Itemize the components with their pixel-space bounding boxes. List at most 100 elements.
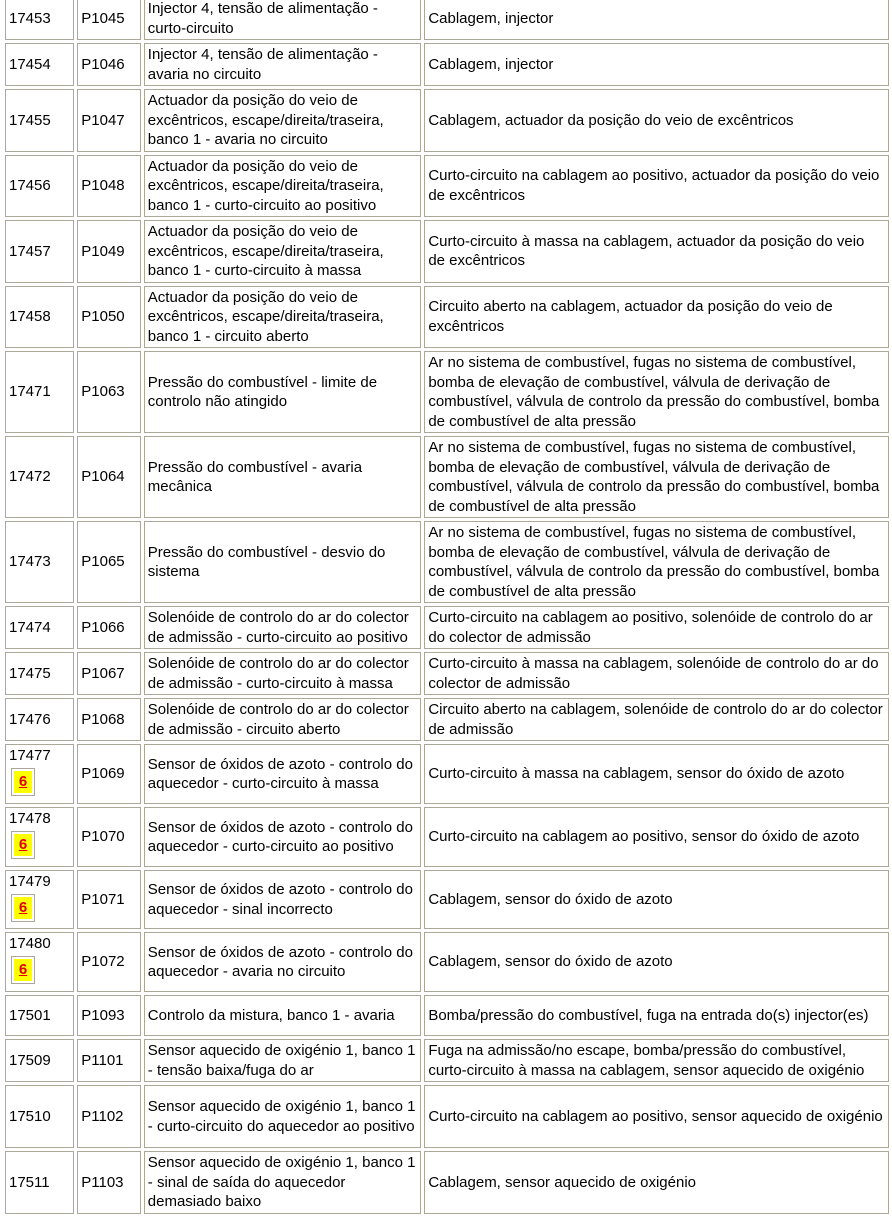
fault-code-cell-text: 17457 <box>9 242 51 260</box>
possible-cause-cell-text: Curto-circuito à massa na cablagem, sole… <box>428 655 879 692</box>
fault-code-cell: 17509 <box>5 1039 75 1082</box>
fault-description-cell-text: Solenóide de controlo do ar do colector … <box>147 701 409 738</box>
fault-code-cell-text: 17511 <box>9 1173 50 1191</box>
obd-code-cell-text: P1069 <box>81 765 125 783</box>
obd-code-cell-text: P1067 <box>81 664 125 682</box>
fault-code-cell-text: 17472 <box>9 468 51 486</box>
obd-code-cell: P1050 <box>77 285 141 348</box>
fault-description-cell-text: Sensor de óxidos de azoto - controlo do … <box>147 755 413 793</box>
possible-cause-cell: Curto-circuito à massa na cablagem, sole… <box>424 652 889 695</box>
possible-cause-cell: Cablagem, injector <box>424 43 889 86</box>
table-row: 17472 P1064 Pressão do combustível - avari… <box>5 436 889 518</box>
note-badge-link[interactable]: 6 <box>11 955 35 984</box>
possible-cause-cell: Curto-circuito na cablagem ao positivo, … <box>424 606 889 649</box>
possible-cause-cell: Cablagem, injector <box>424 0 889 40</box>
obd-code-cell: P1046 <box>77 43 141 86</box>
possible-cause-cell-text: Cablagem, sensor do óxido de azoto <box>428 953 673 971</box>
fault-description-cell: Sensor aquecido de oxigénio 1, banco 1 -… <box>143 1151 422 1214</box>
fault-description-cell: Sensor de óxidos de azoto - controlo do … <box>143 932 422 992</box>
table-row: 17454 P1046 Injector 4, tensão de alimenta… <box>5 43 889 86</box>
fault-description-cell: Injector 4, tensão de alimentação - curt… <box>143 0 422 40</box>
obd-code-cell: P1063 <box>77 351 141 433</box>
fault-description-cell-text: Solenóide de controlo do ar do colector … <box>147 609 409 646</box>
obd-code-cell: P1093 <box>77 995 141 1036</box>
note-badge-link[interactable]: 6 <box>11 893 35 922</box>
obd-code-cell-text: P1070 <box>81 828 125 846</box>
fault-code-cell: 17501 <box>5 995 75 1036</box>
fault-code-cell: 17511 <box>5 1151 75 1214</box>
note-badge-number[interactable]: 6 <box>14 833 32 856</box>
possible-cause-cell-text: Curto-circuito na cablagem ao positivo, … <box>428 1107 883 1125</box>
fault-description-cell-text: Pressão do combustível - avaria mecânica <box>147 458 363 496</box>
note-badge-number[interactable]: 6 <box>14 770 32 793</box>
fault-description-cell-text: Pressão do combustível - desvio do siste… <box>147 543 386 581</box>
fault-description-cell: Actuador da posição do veio de excêntric… <box>143 220 422 283</box>
obd-code-cell: P1066 <box>77 606 141 649</box>
obd-code-cell: P1068 <box>77 698 141 741</box>
fault-description-cell-text: Actuador da posição do veio de excêntric… <box>147 92 384 148</box>
obd-code-cell: P1072 <box>77 932 141 992</box>
possible-cause-cell: Curto-circuito na cablagem ao positivo, … <box>424 1085 889 1148</box>
fault-description-cell-text: Sensor de óxidos de azoto - controlo do … <box>147 818 413 856</box>
possible-cause-cell: Fuga na admissão/no escape, bomba/pressã… <box>424 1039 889 1082</box>
fault-code-cell: 17456 <box>5 154 75 217</box>
possible-cause-cell-text: Ar no sistema de combustível, fugas no s… <box>428 524 880 600</box>
fault-description-cell: Sensor aquecido de oxigénio 1, banco 1 -… <box>143 1085 422 1148</box>
fault-description-cell-text: Sensor aquecido de oxigénio 1, banco 1 -… <box>147 1098 416 1135</box>
table-row: 17474 P1066 Solenóide de controlo do ar do… <box>5 606 889 649</box>
note-badge-link[interactable]: 6 <box>11 830 35 859</box>
possible-cause-cell-text: Curto-circuito à massa na cablagem, sens… <box>428 765 845 783</box>
obd-code-cell-text: P1103 <box>81 1173 124 1191</box>
fault-code-cell-text: 17478 <box>9 810 51 827</box>
possible-cause-cell-text: Curto-circuito na cablagem ao positivo, … <box>428 167 880 204</box>
table-row: 17471 P1063 Pressão do combustível - limit… <box>5 351 889 433</box>
possible-cause-cell-text: Ar no sistema de combustível, fugas no s… <box>428 439 880 515</box>
fault-description-cell-text: Actuador da posição do veio de excêntric… <box>147 223 384 279</box>
obd-code-cell-text: P1102 <box>81 1107 124 1125</box>
possible-cause-cell-text: Bomba/pressão do combustível, fuga na en… <box>428 1006 869 1024</box>
obd-code-cell-text: P1050 <box>81 308 125 325</box>
obd-code-cell: P1047 <box>77 89 141 152</box>
possible-cause-cell-text: Circuito aberto na cablagem, actuador da… <box>428 298 833 335</box>
obd-code-cell-text: P1046 <box>81 55 125 73</box>
obd-code-cell: P1049 <box>77 220 141 283</box>
possible-cause-cell-text: Cablagem, sensor do óxido de azoto <box>428 890 673 908</box>
note-badge-number[interactable]: 6 <box>14 896 32 919</box>
possible-cause-cell: Curto-circuito à massa na cablagem, actu… <box>424 220 889 283</box>
fault-code-cell: 17474 <box>5 606 75 649</box>
possible-cause-cell: Cablagem, sensor aquecido de oxigénio <box>424 1151 889 1214</box>
fault-code-cell-text: 17455 <box>9 111 51 129</box>
fault-description-cell: Sensor de óxidos de azoto - controlo do … <box>143 870 422 929</box>
fault-code-cell-text: 17474 <box>9 618 51 636</box>
fault-description-cell: Actuador da posição do veio de excêntric… <box>143 89 422 152</box>
table-row: 17457 P1049 Actuador da posição do veio de… <box>5 220 889 283</box>
obd-code-cell-text: P1072 <box>81 953 125 971</box>
obd-code-cell: P1065 <box>77 521 141 603</box>
possible-cause-cell: Circuito aberto na cablagem, solenóide d… <box>424 698 889 741</box>
fault-description-cell-text: Actuador da posição do veio de excêntric… <box>147 288 384 345</box>
possible-cause-cell: Curto-circuito à massa na cablagem, sens… <box>424 744 889 804</box>
possible-cause-cell: Ar no sistema de combustível, fugas no s… <box>424 521 889 603</box>
fault-code-cell-text: 17476 <box>9 710 51 728</box>
obd-code-cell: P1070 <box>77 807 141 867</box>
obd-code-cell-text: P1064 <box>81 468 125 486</box>
table-row: 17480 6 P1072 Sensor de óxidos de azoto - c… <box>5 932 889 992</box>
fault-code-cell: 17477 6 <box>5 744 75 804</box>
possible-cause-cell: Curto-circuito na cablagem ao positivo, … <box>424 807 889 867</box>
possible-cause-cell: Ar no sistema de combustível, fugas no s… <box>424 351 889 433</box>
fault-description-cell-text: Sensor de óxidos de azoto - controlo do … <box>147 881 413 918</box>
fault-description-cell: Pressão do combustível - avaria mecânica <box>143 436 422 518</box>
obd-code-cell: P1103 <box>77 1151 141 1214</box>
obd-code-cell: P1067 <box>77 652 141 695</box>
obd-code-cell-text: P1071 <box>81 890 125 908</box>
possible-cause-cell-text: Curto-circuito na cablagem ao positivo, … <box>428 609 873 646</box>
possible-cause-cell-text: Curto-circuito na cablagem ao positivo, … <box>428 828 860 846</box>
fault-code-cell: 17473 <box>5 521 75 603</box>
possible-cause-cell-text: Cablagem, injector <box>428 9 554 27</box>
possible-cause-cell-text: Fuga na admissão/no escape, bomba/pressã… <box>428 1042 865 1079</box>
table-row: 17456 P1048 Actuador da posição do veio de… <box>5 154 889 217</box>
note-badge-number[interactable]: 6 <box>14 958 32 981</box>
note-badge-link[interactable]: 6 <box>11 767 35 796</box>
table-row: 17455 P1047 Actuador da posição do veio de… <box>5 89 889 152</box>
